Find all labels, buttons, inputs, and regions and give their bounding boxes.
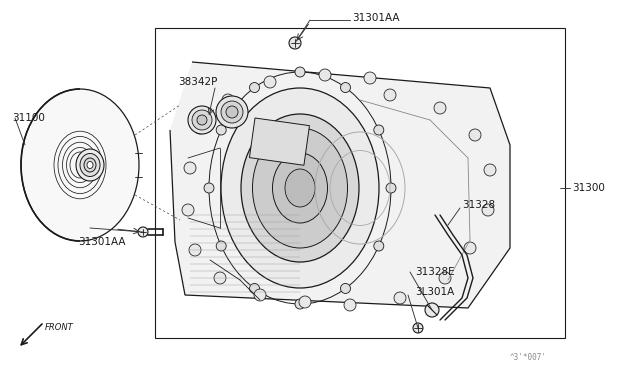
Circle shape (254, 289, 266, 301)
Circle shape (319, 69, 331, 81)
Circle shape (184, 162, 196, 174)
Circle shape (413, 323, 423, 333)
Circle shape (386, 183, 396, 193)
Text: 38342P: 38342P (178, 77, 218, 87)
Circle shape (295, 299, 305, 309)
Ellipse shape (216, 96, 248, 128)
Text: 31300: 31300 (572, 183, 605, 193)
Text: FRONT: FRONT (45, 324, 74, 333)
Circle shape (250, 283, 259, 294)
Circle shape (384, 89, 396, 101)
Circle shape (340, 283, 351, 294)
Circle shape (194, 122, 206, 134)
Circle shape (374, 125, 384, 135)
Text: 3L301A: 3L301A (415, 287, 454, 297)
Bar (250, 118, 310, 165)
Circle shape (434, 102, 446, 114)
Text: 31301AA: 31301AA (352, 13, 399, 23)
Circle shape (189, 244, 201, 256)
Circle shape (484, 164, 496, 176)
Circle shape (439, 272, 451, 284)
Circle shape (340, 83, 351, 93)
Circle shape (182, 204, 194, 216)
Ellipse shape (221, 101, 243, 123)
Circle shape (264, 76, 276, 88)
Ellipse shape (188, 106, 216, 134)
Circle shape (295, 67, 305, 77)
Circle shape (482, 204, 494, 216)
Circle shape (464, 242, 476, 254)
Circle shape (214, 272, 226, 284)
Circle shape (289, 37, 301, 49)
Ellipse shape (192, 110, 212, 130)
Ellipse shape (76, 149, 104, 181)
Text: 31328: 31328 (462, 200, 495, 210)
Circle shape (364, 72, 376, 84)
Circle shape (425, 303, 439, 317)
Polygon shape (170, 62, 510, 308)
Ellipse shape (221, 88, 379, 288)
Text: 31100: 31100 (12, 113, 45, 123)
Circle shape (469, 129, 481, 141)
Ellipse shape (80, 154, 100, 176)
Circle shape (216, 241, 226, 251)
Bar (155, 28, 565, 338)
Circle shape (250, 83, 259, 93)
Ellipse shape (87, 161, 93, 169)
Circle shape (374, 241, 384, 251)
Ellipse shape (226, 106, 238, 118)
Circle shape (216, 125, 226, 135)
Circle shape (344, 299, 356, 311)
Ellipse shape (197, 115, 207, 125)
Ellipse shape (253, 128, 348, 248)
Text: ^3'*007': ^3'*007' (510, 353, 547, 362)
Ellipse shape (241, 114, 359, 262)
Ellipse shape (285, 169, 315, 207)
Circle shape (204, 183, 214, 193)
Circle shape (138, 227, 148, 237)
Text: 31301AA: 31301AA (78, 237, 125, 247)
Circle shape (299, 296, 311, 308)
Text: 31328E: 31328E (415, 267, 454, 277)
Ellipse shape (21, 89, 139, 241)
Circle shape (222, 94, 234, 106)
Ellipse shape (273, 153, 328, 223)
Circle shape (394, 292, 406, 304)
Ellipse shape (84, 158, 96, 172)
